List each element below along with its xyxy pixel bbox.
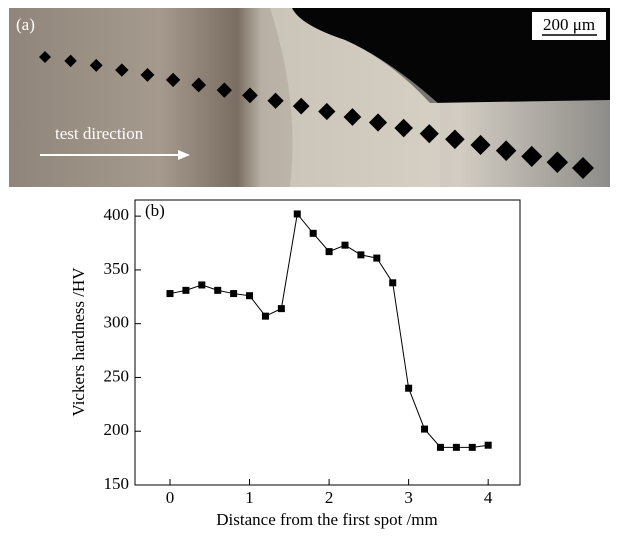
indent <box>521 145 543 167</box>
data-point <box>182 286 190 294</box>
indent <box>292 97 310 115</box>
indent <box>242 87 258 104</box>
data-point <box>468 443 476 451</box>
indent <box>470 134 491 156</box>
data-point <box>325 248 333 256</box>
data-point <box>389 279 397 287</box>
indent <box>140 67 155 82</box>
data-point <box>277 305 285 313</box>
indent <box>343 108 362 126</box>
indent <box>216 82 232 98</box>
indent <box>115 63 129 77</box>
panel-label: (b) <box>145 201 165 220</box>
indent <box>39 51 51 63</box>
x-axis-label: Distance from the first spot /mm <box>216 510 437 529</box>
indent <box>495 140 517 161</box>
data-point <box>198 281 206 289</box>
y-tick-label: 200 <box>104 420 130 439</box>
indent <box>64 54 77 68</box>
data-point <box>452 443 460 451</box>
scale-bar-label: 200 μm <box>543 15 595 34</box>
x-tick-label: 1 <box>245 488 254 507</box>
x-tick-label: 4 <box>484 488 493 507</box>
indent <box>368 113 388 132</box>
y-tick-label: 250 <box>104 366 130 385</box>
indent <box>394 118 413 138</box>
plot-frame <box>134 199 521 486</box>
indent <box>419 124 439 144</box>
indents <box>39 51 594 179</box>
weld-zone <box>270 8 440 187</box>
x-tick-label: 0 <box>166 488 175 507</box>
indent <box>89 58 103 72</box>
data-point <box>230 290 238 298</box>
data-point <box>484 441 492 449</box>
x-tick-label: 2 <box>325 488 334 507</box>
annotation: test direction <box>55 124 144 143</box>
data-point <box>341 241 349 249</box>
indent <box>572 157 594 179</box>
data-point <box>261 312 269 320</box>
indent <box>165 72 181 88</box>
data-point <box>405 384 413 392</box>
y-tick-label: 300 <box>104 313 130 332</box>
data-point <box>214 286 222 294</box>
data-point <box>421 425 429 433</box>
data-point <box>246 292 254 300</box>
indent <box>318 102 336 121</box>
y-tick-label: 350 <box>104 259 130 278</box>
indent <box>445 129 465 150</box>
indent <box>546 151 569 173</box>
arrow-head <box>178 150 190 160</box>
dark-region <box>292 8 610 103</box>
y-tick-label: 400 <box>104 205 130 224</box>
data-point <box>309 229 317 237</box>
data-point <box>166 290 174 298</box>
data-point <box>357 251 365 259</box>
data-point <box>293 210 301 218</box>
data-point <box>436 443 444 451</box>
y-tick-label: 150 <box>104 474 130 493</box>
y-axis-label: Vickers hardness /HV <box>69 267 88 417</box>
indent <box>267 92 284 109</box>
panel-label: (a) <box>16 15 35 34</box>
indent <box>191 77 207 93</box>
x-tick-label: 3 <box>404 488 413 507</box>
data-point <box>373 254 381 262</box>
micrograph: 200 μm (a) test direction <box>9 8 610 187</box>
